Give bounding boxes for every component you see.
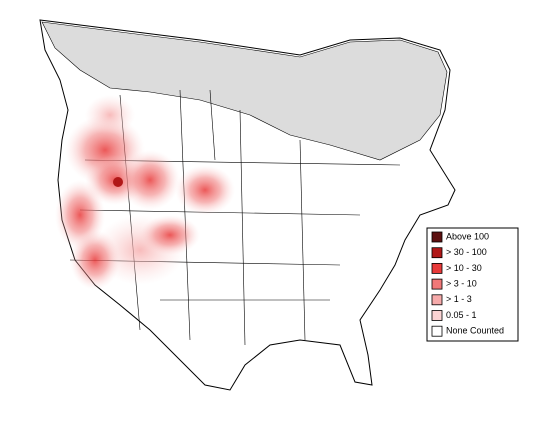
legend-label: > 30 - 100 [446,247,487,257]
legend-label: > 3 - 10 [446,278,477,288]
non-counted-region [41,21,448,161]
legend-label: 0.05 - 1 [446,310,477,320]
legend-swatch [431,325,443,337]
legend-swatch [431,247,443,259]
legend-swatch [431,262,443,274]
legend-swatch [431,278,443,290]
legend: Above 100 > 30 - 100 > 10 - 30 > 3 - 10 > 1 … [426,227,519,342]
legend-label: None Counted [446,326,504,336]
legend-label: > 10 - 30 [446,263,482,273]
legend-swatch [431,231,443,243]
legend-swatch [431,294,443,306]
legend-label: Above 100 [446,231,489,241]
legend-swatch [431,310,443,321]
abundance-areas [55,95,235,290]
legend-label: > 1 - 3 [446,294,472,304]
